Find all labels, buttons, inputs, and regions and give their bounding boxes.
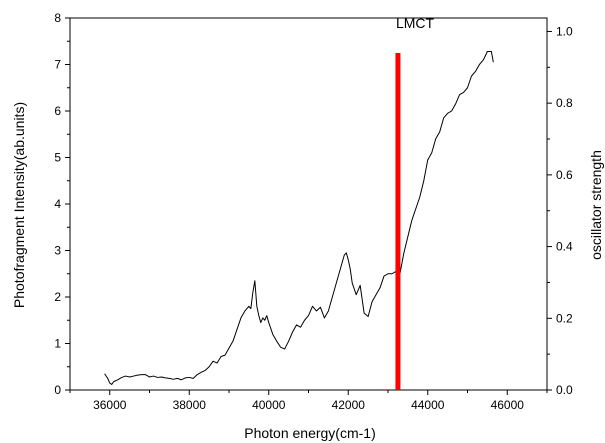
x-axis-title: Photon energy(cm-1) — [244, 425, 376, 441]
x-tick-label: 42000 — [332, 398, 366, 412]
y-tick-label: 6 — [54, 104, 61, 118]
bar-layer — [395, 52, 401, 390]
x-ticks: 36000 38000 40000 42000 44000 46000 — [69, 390, 548, 412]
y-tick-label: 2 — [54, 290, 61, 304]
annotation-lmct: LMCT — [396, 15, 435, 31]
y2-tick-label: 0.2 — [556, 311, 573, 325]
y-tick-label: 8 — [54, 11, 61, 25]
plot-area-border — [69, 17, 548, 391]
y-ticks-left: 0 1 2 3 4 5 6 7 8 — [54, 11, 70, 397]
x-tick-label: 38000 — [173, 398, 207, 412]
y2-tick-label: 0.6 — [556, 168, 573, 182]
series-layer — [104, 50, 494, 385]
y-ticks-right: 0.0 0.2 0.4 0.6 0.8 1.0 — [547, 24, 573, 397]
y2-tick-label: 0.0 — [556, 383, 573, 397]
y2-tick-label: 0.4 — [556, 240, 573, 254]
y-tick-label: 1 — [54, 337, 61, 351]
y-tick-label: 5 — [54, 151, 61, 165]
y2-axis-title: oscillator strength — [588, 150, 604, 260]
plot-frame — [69, 17, 548, 391]
x-tick-label: 46000 — [491, 398, 525, 412]
oscillator-bar-lmct — [395, 52, 401, 390]
y2-tick-label: 0.8 — [556, 96, 573, 110]
y-tick-label: 4 — [54, 197, 61, 211]
spectrum-line — [104, 50, 494, 385]
y2-tick-label: 1.0 — [556, 24, 573, 38]
y-tick-label: 3 — [54, 244, 61, 258]
x-tick-label: 44000 — [411, 398, 445, 412]
x-tick-label: 36000 — [93, 398, 127, 412]
y-tick-label: 7 — [54, 58, 61, 72]
y-axis-title: Photofragment Intensity(ab.units) — [11, 102, 27, 308]
y-tick-label: 0 — [54, 383, 61, 397]
x-tick-label: 40000 — [252, 398, 286, 412]
